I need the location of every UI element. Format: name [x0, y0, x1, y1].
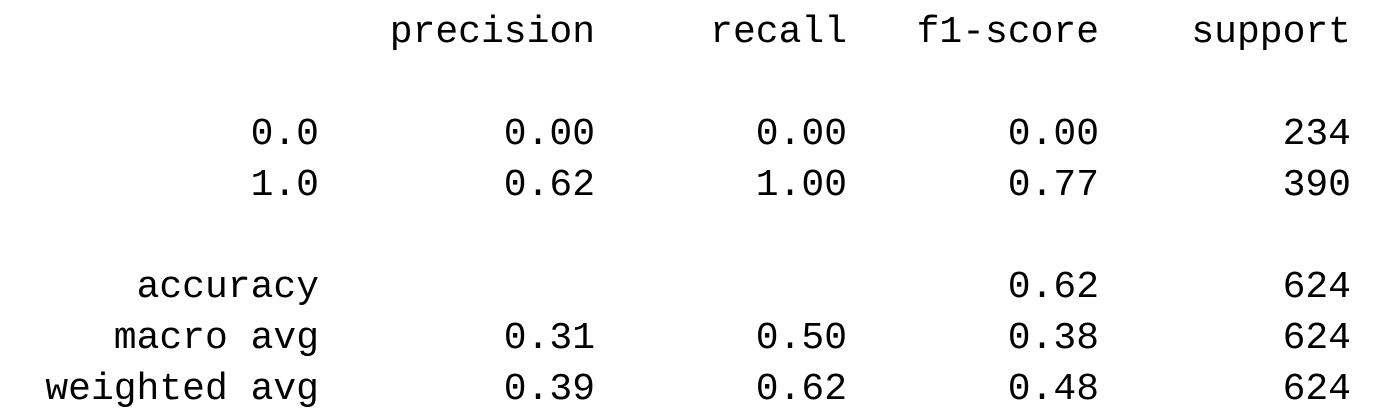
- header-recall: recall: [710, 11, 847, 54]
- summary-f1-score: 0.38: [1007, 317, 1099, 360]
- summary-recall: 0.50: [755, 317, 847, 360]
- summary-support: 624: [1282, 317, 1351, 360]
- summary-label: macro avg: [113, 317, 319, 360]
- summary-support: 624: [1282, 368, 1351, 411]
- summary-f1-score: 0.62: [1007, 266, 1099, 309]
- summary-precision: 0.39: [503, 368, 595, 411]
- header-precision: precision: [389, 11, 595, 54]
- row-recall: 0.00: [755, 113, 847, 156]
- row-support: 390: [1282, 164, 1351, 207]
- row-support: 234: [1282, 113, 1351, 156]
- summary-precision: 0.31: [503, 317, 595, 360]
- summary-support: 624: [1282, 266, 1351, 309]
- row-label: 0.0: [250, 113, 319, 156]
- summary-recall: 0.62: [755, 368, 847, 411]
- header-support: support: [1191, 11, 1351, 54]
- row-precision: 0.00: [503, 113, 595, 156]
- header-f1-score: f1-score: [916, 11, 1099, 54]
- row-f1-score: 0.00: [1007, 113, 1099, 156]
- row-precision: 0.62: [503, 164, 595, 207]
- row-recall: 1.00: [755, 164, 847, 207]
- row-label: 1.0: [250, 164, 319, 207]
- summary-label: weighted avg: [45, 368, 319, 411]
- summary-label: accuracy: [136, 266, 319, 309]
- summary-f1-score: 0.48: [1007, 368, 1099, 411]
- row-f1-score: 0.77: [1007, 164, 1099, 207]
